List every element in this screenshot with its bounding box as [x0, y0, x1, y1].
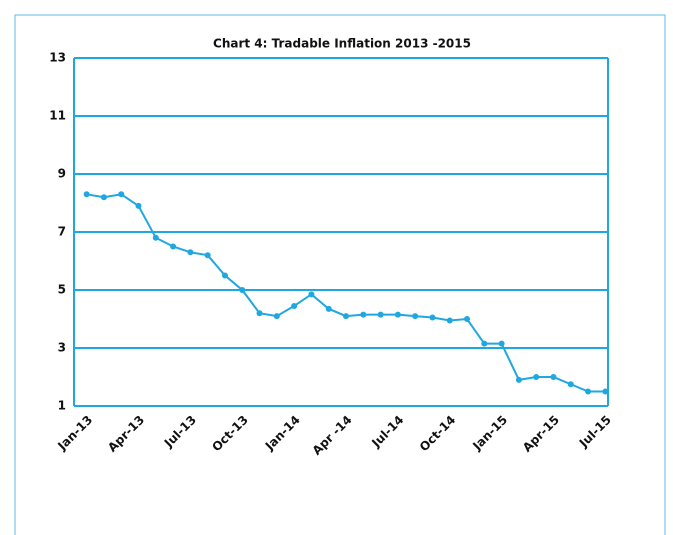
point — [567, 381, 574, 388]
point — [291, 302, 298, 309]
point — [239, 287, 246, 293]
x-tick-label: Oct-13 — [209, 413, 251, 455]
point — [325, 305, 332, 312]
x-tick-label: Oct-14 — [417, 413, 459, 455]
point — [343, 313, 349, 320]
point — [515, 376, 522, 383]
point — [602, 388, 609, 395]
point — [256, 310, 263, 317]
point — [429, 314, 436, 321]
x-tick-label: Jul-13 — [161, 413, 199, 451]
x-tick-label: Jan-14 — [262, 413, 303, 454]
x-tick-label: Apr-13 — [105, 413, 147, 455]
point — [464, 316, 471, 322]
x-tick-label: Apr -14 — [310, 413, 355, 458]
y-tick-label: 9 — [58, 167, 66, 181]
y-tick-label: 13 — [49, 51, 66, 65]
y-tick-label: 7 — [58, 225, 66, 239]
point — [481, 340, 488, 347]
point — [446, 317, 453, 324]
point — [360, 311, 367, 318]
point — [170, 243, 177, 250]
y-tick-label: 5 — [58, 283, 66, 297]
point — [550, 374, 557, 380]
point — [135, 202, 142, 209]
point — [273, 313, 280, 320]
chart-title: Chart 4: Tradable Inflation 2013 -2015 — [213, 37, 471, 51]
x-tick-label: Apr-15 — [520, 413, 562, 455]
x-tick-label: Jul-15 — [576, 413, 614, 451]
y-tick-label: 1 — [58, 399, 66, 413]
point — [394, 311, 401, 318]
x-tick-label: Jan-13 — [54, 413, 95, 454]
point — [585, 388, 592, 395]
point — [204, 252, 211, 259]
point — [152, 234, 159, 241]
point — [100, 194, 107, 201]
point — [308, 291, 315, 298]
point — [187, 249, 194, 256]
frame — [14, 14, 666, 535]
line — [86, 193, 606, 393]
point — [221, 272, 228, 279]
y-tick-label: 11 — [49, 109, 66, 123]
point — [412, 313, 419, 320]
point — [533, 374, 540, 380]
x-tick-label: Jan-15 — [469, 413, 510, 454]
point — [498, 340, 505, 347]
point — [118, 191, 125, 198]
point — [83, 191, 90, 198]
x-tick-label: Jul-14 — [368, 413, 406, 451]
y-tick-label: 3 — [58, 341, 66, 355]
point — [377, 311, 384, 318]
